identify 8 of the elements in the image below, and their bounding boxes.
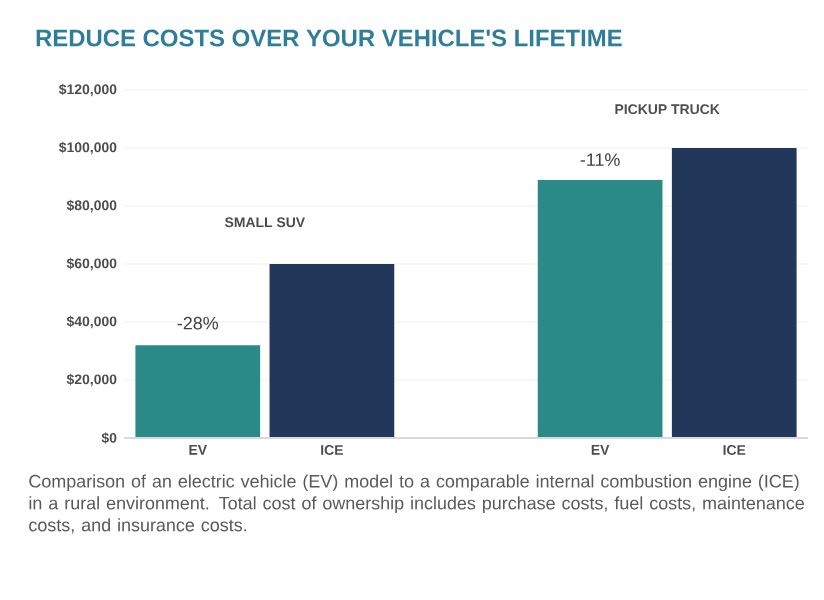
text: Comparison of an electric vehicle (EV) model to a comparable internal combustion engine (ICE) in a rural environment. Total cost of ownership includes purchase costs, fuel costs, maintenance costs, and insurance costs. [29, 474, 804, 534]
annotation: -28% [177, 316, 219, 330]
annotation: -11% [580, 153, 620, 166]
bar [671, 147, 797, 438]
bar [135, 345, 261, 438]
bar [269, 264, 395, 438]
chart-title: REDUCE COSTS OVER YOUR VEHICLE'S LIFETIME [36, 29, 622, 47]
bar [537, 179, 663, 438]
